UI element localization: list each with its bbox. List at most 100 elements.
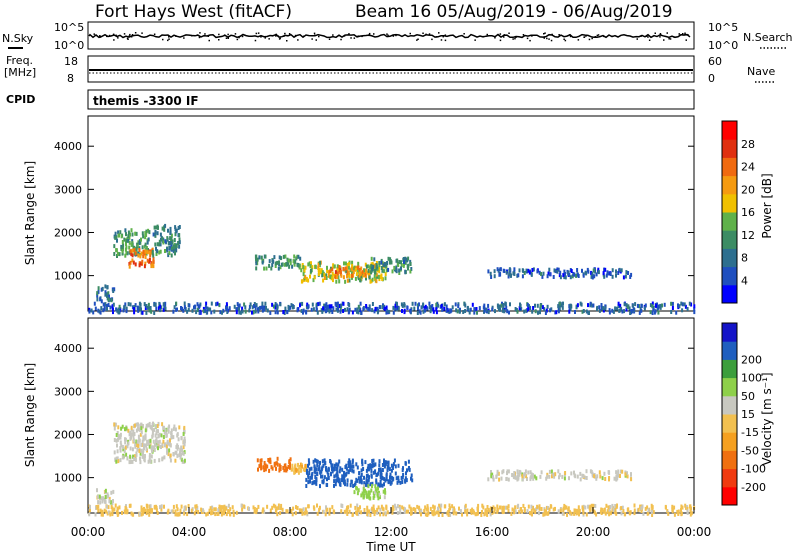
nsearch-dot bbox=[654, 32, 656, 34]
data-cell bbox=[129, 260, 132, 265]
data-cell bbox=[313, 480, 316, 485]
data-cell bbox=[132, 434, 135, 439]
colorbar-tick-label: 12 bbox=[741, 229, 755, 242]
data-cell bbox=[286, 509, 289, 514]
data-cell bbox=[138, 239, 141, 244]
nsearch-dot bbox=[168, 38, 170, 40]
data-cell bbox=[563, 476, 566, 481]
data-cell bbox=[378, 265, 381, 270]
data-cell bbox=[135, 422, 138, 427]
data-cell bbox=[214, 507, 217, 512]
data-region-0 bbox=[113, 421, 186, 465]
data-cell bbox=[144, 434, 147, 439]
data-cell bbox=[490, 470, 492, 474]
data-cell bbox=[255, 510, 258, 515]
data-cell bbox=[644, 506, 647, 511]
data-cell bbox=[120, 234, 123, 239]
data-cell bbox=[97, 286, 100, 291]
data-cell bbox=[225, 506, 228, 511]
data-cell bbox=[444, 504, 447, 509]
data-cell bbox=[130, 435, 133, 440]
data-cell bbox=[159, 308, 162, 313]
data-cell bbox=[591, 303, 594, 308]
data-cell bbox=[585, 309, 588, 314]
data-cell bbox=[103, 307, 106, 312]
time-xlabel: Time UT bbox=[365, 540, 416, 554]
data-cell bbox=[163, 227, 166, 232]
data-cell bbox=[501, 307, 504, 312]
data-cell bbox=[135, 428, 138, 433]
data-cell bbox=[359, 278, 362, 283]
data-cell bbox=[346, 512, 349, 516]
nsearch-dot bbox=[108, 34, 111, 37]
data-cell bbox=[274, 264, 277, 268]
data-cell bbox=[615, 511, 618, 516]
data-cell bbox=[366, 479, 369, 484]
data-cell bbox=[139, 460, 142, 465]
nsearch-dot bbox=[588, 38, 591, 41]
data-cell bbox=[433, 505, 436, 510]
data-cell bbox=[339, 482, 342, 487]
data-cell bbox=[166, 441, 169, 445]
beam-date-label: Beam 16 05/Aug/2019 - 06/Aug/2019 bbox=[355, 2, 673, 22]
data-cell bbox=[176, 446, 179, 451]
data-cell bbox=[498, 477, 501, 482]
data-cell bbox=[303, 511, 306, 516]
data-cell bbox=[417, 306, 419, 311]
data-cell bbox=[349, 467, 352, 472]
data-cell bbox=[307, 480, 310, 485]
data-cell bbox=[273, 461, 276, 466]
data-cell bbox=[163, 430, 166, 435]
data-cell bbox=[172, 504, 175, 509]
data-cell bbox=[136, 306, 139, 311]
data-cell bbox=[263, 307, 266, 312]
nsearch-dot bbox=[255, 32, 258, 35]
colorbar-tick-label: 16 bbox=[741, 206, 755, 219]
data-cell bbox=[579, 477, 582, 482]
data-cell bbox=[336, 275, 339, 279]
data-cell bbox=[671, 504, 674, 509]
data-cell bbox=[317, 262, 320, 267]
data-cell bbox=[144, 428, 147, 433]
data-cell bbox=[161, 236, 164, 241]
data-cell bbox=[537, 511, 540, 516]
data-cell bbox=[147, 439, 150, 444]
colorbar-swatch bbox=[722, 341, 737, 360]
data-cell bbox=[182, 509, 185, 514]
data-cell bbox=[513, 272, 516, 276]
data-cell bbox=[673, 505, 676, 510]
data-cell bbox=[173, 238, 176, 242]
data-cell bbox=[539, 306, 542, 311]
data-cell bbox=[274, 310, 277, 315]
nsearch-dot bbox=[260, 36, 262, 38]
data-cell bbox=[420, 509, 423, 514]
data-cell bbox=[675, 310, 678, 315]
data-cell bbox=[290, 467, 293, 472]
data-cell bbox=[626, 305, 629, 310]
data-cell bbox=[385, 473, 388, 478]
data-cell bbox=[137, 308, 140, 313]
data-cell bbox=[190, 508, 193, 513]
data-cell bbox=[132, 438, 135, 443]
data-cell bbox=[323, 303, 326, 308]
data-cell bbox=[157, 421, 160, 426]
data-cell bbox=[241, 507, 244, 512]
data-cell bbox=[140, 430, 143, 435]
data-cell bbox=[174, 232, 177, 237]
data-cell bbox=[218, 504, 221, 509]
data-cell bbox=[428, 305, 431, 310]
data-cell bbox=[469, 508, 472, 513]
data-cell bbox=[260, 462, 263, 467]
data-cell bbox=[496, 471, 499, 476]
data-cell bbox=[179, 447, 182, 452]
data-cell bbox=[614, 507, 617, 512]
data-cell bbox=[349, 460, 352, 465]
data-cell bbox=[133, 457, 136, 461]
data-cell bbox=[379, 479, 382, 484]
data-cell bbox=[138, 427, 141, 432]
data-cell bbox=[180, 445, 183, 450]
data-cell bbox=[329, 508, 332, 513]
data-cell bbox=[531, 473, 534, 478]
data-cell bbox=[585, 476, 588, 480]
data-cell bbox=[459, 509, 462, 514]
